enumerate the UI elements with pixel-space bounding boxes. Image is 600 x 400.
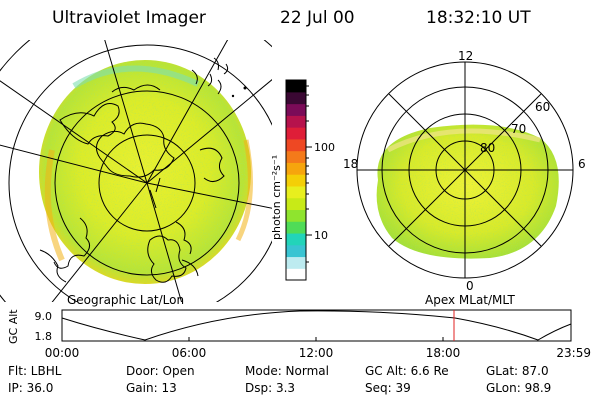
glon-info: GLon: 98.9 <box>486 381 552 395</box>
dsp-info: Dsp: 3.3 <box>245 381 296 395</box>
time-tick-1: 06:00 <box>172 346 207 360</box>
geographic-label: Geographic Lat/Lon <box>67 293 185 307</box>
colorbar-band <box>286 127 306 140</box>
mlt-label-0: 0 <box>466 279 474 293</box>
alt-ylabel: GC Alt <box>7 309 20 344</box>
colorbar-tick-100: 100 <box>314 141 335 154</box>
colorbar-band <box>286 185 306 199</box>
lon-grid <box>0 40 272 302</box>
colorbar-band <box>286 244 306 258</box>
mlat-label-80: 80 <box>480 141 495 155</box>
time-label: 18:32:10 UT <box>426 8 531 28</box>
colorbar-band <box>286 209 306 222</box>
mlt-label-6: 6 <box>578 157 586 171</box>
date-label: 22 Jul 00 <box>280 8 355 28</box>
colorbar-band <box>286 162 306 175</box>
time-tick-4: 23:59 <box>556 346 591 360</box>
coastlines <box>39 57 229 283</box>
colorbar: 100 10 photon cm⁻²s⁻¹ <box>270 79 335 281</box>
alt-tick-1-8: 1.8 <box>35 330 53 343</box>
gc-alt-info: GC Alt: 6.6 Re <box>365 364 449 378</box>
colorbar-band <box>286 221 306 234</box>
colorbar-band <box>286 115 306 128</box>
filter-info: Flt: LBHL <box>8 364 62 378</box>
colorbar-band <box>286 232 306 246</box>
colorbar-band <box>286 256 306 269</box>
colorbar-band <box>286 138 306 152</box>
altitude-curve <box>61 310 572 341</box>
colorbar-units: photon cm⁻²s⁻¹ <box>270 155 283 240</box>
time-tick-0: 00:00 <box>45 346 80 360</box>
ip-info: IP: 36.0 <box>8 381 54 395</box>
instrument-title: Ultraviolet Imager <box>52 8 206 28</box>
polar-plot: 12 6 0 18 60 70 80 <box>343 49 586 293</box>
geographic-image <box>0 40 272 302</box>
lat-grid <box>0 40 272 302</box>
colorbar-band <box>286 103 306 116</box>
time-tick-2: 12:00 <box>299 346 334 360</box>
seq-info: Seq: 39 <box>365 381 411 395</box>
colorbar-band <box>286 268 306 281</box>
mlat-label-60: 60 <box>535 100 550 114</box>
colorbar-band <box>286 91 306 105</box>
colorbar-band <box>286 197 306 211</box>
mode-info: Mode: Normal <box>245 364 329 378</box>
colorbar-tick-10: 10 <box>314 229 328 242</box>
mlat-label-70: 70 <box>511 122 526 136</box>
colorbar-band <box>286 150 306 163</box>
colorbar-band <box>286 80 306 93</box>
door-info: Door: Open <box>126 364 195 378</box>
time-tick-3: 18:00 <box>426 346 461 360</box>
altitude-plot: 9.0 1.8 GC Alt 00:00 06:00 12:00 18:00 2… <box>7 309 591 360</box>
mlt-label-18: 18 <box>343 157 358 171</box>
alt-tick-9: 9.0 <box>35 310 53 323</box>
gain-info: Gain: 13 <box>126 381 177 395</box>
mlt-label-12: 12 <box>458 49 473 63</box>
glat-info: GLat: 87.0 <box>486 364 549 378</box>
apex-label: Apex MLat/MLT <box>425 293 515 307</box>
colorbar-band <box>286 174 306 187</box>
